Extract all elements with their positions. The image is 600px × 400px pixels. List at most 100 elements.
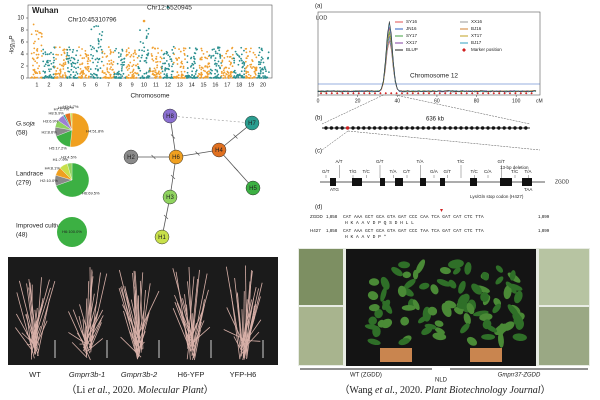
snp-dot xyxy=(33,47,36,50)
snp-dot xyxy=(131,76,134,79)
snp-dot xyxy=(210,55,213,58)
snp-dot xyxy=(155,61,157,64)
snp-dot xyxy=(262,68,264,71)
snp-dot xyxy=(224,77,227,79)
x-tick-label: 10 xyxy=(141,82,147,88)
snp-dot xyxy=(78,46,80,49)
snp-dot xyxy=(35,33,38,36)
snp-dot xyxy=(264,68,267,71)
snp-dot xyxy=(161,70,164,73)
pie-label: H2:8.6% xyxy=(41,130,57,135)
snp-dot xyxy=(227,77,230,79)
snp-dot xyxy=(240,57,242,60)
snp-dot xyxy=(44,53,47,56)
haplotype-node xyxy=(162,108,178,124)
snp-dot xyxy=(211,48,214,51)
snp-dot xyxy=(195,48,198,51)
snp-dot xyxy=(170,76,173,78)
snp-dot xyxy=(207,62,210,65)
plant-branch xyxy=(89,272,101,349)
snp-dot xyxy=(98,40,100,43)
marker-position xyxy=(379,92,382,95)
leaf xyxy=(448,259,464,269)
x-tick-label: 40 xyxy=(395,98,401,104)
snp-dot xyxy=(95,49,98,52)
haplotype-node xyxy=(168,149,184,165)
snp-dot xyxy=(129,55,132,58)
snp-dot xyxy=(146,49,149,52)
snp-dot xyxy=(86,62,89,65)
exon xyxy=(352,178,362,186)
plant-branch xyxy=(89,273,108,349)
snp-dot xyxy=(87,76,90,79)
snp-dot xyxy=(66,76,69,79)
snp-dot xyxy=(106,70,109,73)
leaf xyxy=(485,324,498,333)
snp-dot xyxy=(71,51,74,53)
leaf xyxy=(497,332,504,348)
snp-dot xyxy=(180,61,183,64)
plant-branch xyxy=(242,291,245,358)
snp-dot xyxy=(187,76,190,78)
snp-dot xyxy=(261,57,264,60)
marker-position xyxy=(373,92,377,95)
snp-dot xyxy=(108,71,110,74)
snp-dot xyxy=(159,77,161,79)
genotype-label: WT xyxy=(29,370,41,379)
plant-branch xyxy=(28,279,38,348)
snp-dot xyxy=(139,29,141,32)
snp-dot xyxy=(259,69,262,72)
plant-branch xyxy=(78,316,86,343)
leaf xyxy=(434,320,444,327)
snp-dot xyxy=(113,73,116,76)
snp-dot xyxy=(246,55,249,58)
mutation-tick xyxy=(233,134,238,139)
network-edge xyxy=(169,115,253,124)
gene-dot xyxy=(464,126,469,130)
snp-dot xyxy=(57,72,60,75)
snp-dot xyxy=(250,63,253,66)
zoom-line xyxy=(321,130,349,151)
snp-dot xyxy=(222,77,225,79)
snp-dot xyxy=(212,54,215,57)
stop-codon: TAA xyxy=(524,187,532,192)
snp-dot xyxy=(59,63,61,66)
snp-dot xyxy=(218,46,220,49)
marker-position xyxy=(498,92,501,95)
snp-dot xyxy=(112,61,115,63)
snp-dot xyxy=(183,70,186,73)
snp-dot xyxy=(109,49,112,51)
snp-dot xyxy=(65,55,68,58)
pie-group: Improved cultivar xyxy=(16,223,66,230)
snp-dot xyxy=(221,59,224,62)
snp-dot xyxy=(137,74,140,76)
snp-dot xyxy=(100,38,103,41)
plant-branch xyxy=(86,271,93,354)
leaf xyxy=(507,304,519,317)
caption-part: et al. xyxy=(375,385,395,396)
snp-dot xyxy=(195,69,198,72)
gene-dot xyxy=(367,126,371,130)
snp-dot xyxy=(139,40,142,43)
snp-dot xyxy=(160,49,163,52)
y-axis-label: -log₁₀P xyxy=(10,36,16,54)
x-tick-label: 16 xyxy=(212,82,218,88)
snp-dot xyxy=(178,57,181,59)
leaf xyxy=(503,285,512,300)
snp-dot xyxy=(136,63,139,66)
marker-position xyxy=(330,92,333,95)
interval-length: 636 kb xyxy=(426,117,445,123)
peak-dot xyxy=(166,5,170,9)
snp-dot xyxy=(75,77,78,79)
pie-label: H4:8.1% xyxy=(45,165,61,170)
snp-dot xyxy=(210,77,213,79)
snp-dot xyxy=(233,57,236,60)
snp-dot xyxy=(250,47,252,50)
deletion-label: 13-bp deletion xyxy=(500,165,529,170)
snp-dot xyxy=(154,69,157,72)
snp-dot xyxy=(125,49,128,51)
snp-dot xyxy=(159,60,162,63)
snp-dot xyxy=(238,73,241,76)
snp-dot xyxy=(70,68,73,71)
snp-dot xyxy=(117,77,120,79)
